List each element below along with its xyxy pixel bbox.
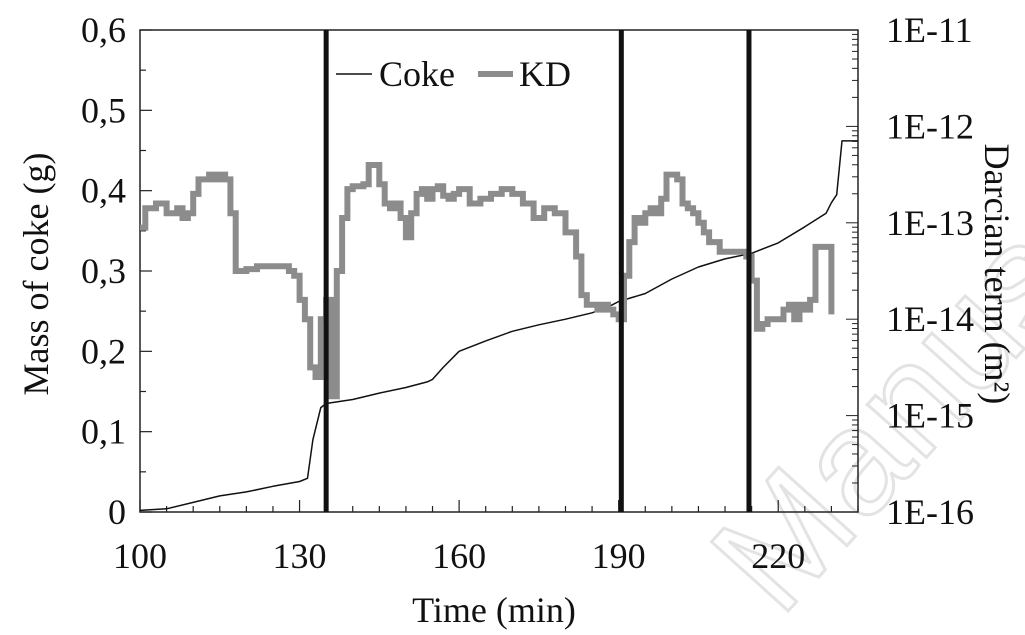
vertical-markers [323,30,752,512]
y-right-tick-label: 1E-11 [886,10,973,50]
series-layer [139,140,858,512]
y-left-tick-label: 0,5 [81,90,126,130]
y-left-tick-label: 0 [108,492,126,532]
legend-kd-label: KD [519,54,571,94]
y-left-tick-label: 0,1 [81,412,126,452]
y-right-tick-label: 1E-12 [886,106,974,146]
x-axis-title: Time (min) [412,590,576,630]
legend: Coke KD [336,54,571,94]
y-right-axis-title: Darcian term (m²) [977,144,1017,405]
x-tick-label: 190 [592,536,646,576]
y-left-tick-label: 0,3 [81,251,126,291]
x-tick-label: 100 [113,536,167,576]
y-right-tick-label: 1E-16 [886,492,974,532]
series-line-kd [140,162,835,400]
series-line-coke [139,140,858,512]
y-left-tick-labels: 0 0,1 0,2 0,3 0,4 0,5 0,6 [81,10,126,532]
y-left-tick-label: 0,2 [81,331,126,371]
y-right-tick-labels: 1E-16 1E-15 1E-14 1E-13 1E-12 1E-11 [886,10,974,532]
x-tick-label: 160 [432,536,486,576]
y-right-tick-label: 1E-14 [886,299,974,339]
tick-marks [139,29,859,513]
legend-coke-label: Coke [379,54,455,94]
x-tick-labels: 100 130 160 190 220 [113,536,805,576]
x-tick-label: 130 [273,536,327,576]
y-left-tick-label: 0,6 [81,10,126,50]
y-left-axis-title: Mass of coke (g) [16,153,56,396]
y-right-tick-label: 1E-13 [886,203,974,243]
y-left-tick-label: 0,4 [81,171,126,211]
y-right-tick-label: 1E-15 [886,396,974,436]
x-tick-label: 220 [751,536,805,576]
